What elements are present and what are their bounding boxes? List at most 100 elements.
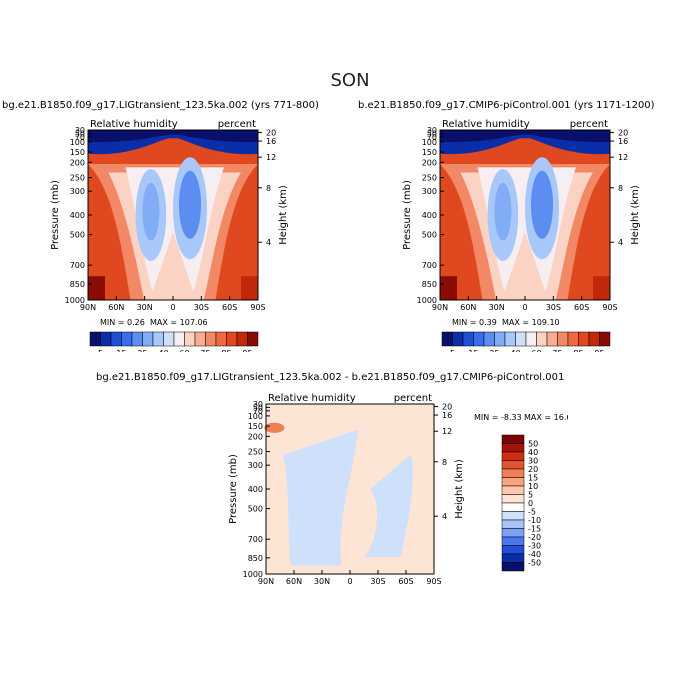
right-label: percent	[570, 119, 608, 130]
y-axis-label: Pressure (mb)	[228, 454, 239, 524]
left-label: Relative humidity	[90, 119, 178, 130]
colorbar-label: 0	[528, 499, 533, 508]
min-label: MIN = -8.33	[474, 413, 522, 422]
y-tick-label: 70	[75, 133, 85, 142]
colorbar-swatch	[215, 331, 227, 347]
x-tick-label: 60N	[108, 303, 124, 312]
field-moist-sh	[593, 276, 610, 300]
colorbar-swatch	[462, 331, 474, 347]
y-tick-label: 500	[70, 231, 85, 240]
y2-tick-label: 12	[266, 153, 276, 162]
min-label: MIN = 0.26	[100, 318, 145, 327]
y2-tick-label: 20	[442, 403, 452, 412]
colorbar-swatch	[546, 331, 558, 347]
colorbar-swatch	[226, 331, 238, 347]
y-tick-label: 400	[422, 211, 437, 220]
y-axis-label: Pressure (mb)	[402, 180, 413, 250]
y2-tick-label: 16	[618, 137, 628, 146]
colorbar-label: 75	[552, 349, 562, 352]
colorbar-label: -50	[528, 559, 541, 568]
colorbar-label: 15	[116, 349, 126, 352]
y-tick-label: 400	[70, 211, 85, 220]
colorbar-label: 85	[573, 349, 583, 352]
panel-2-title: b.e21.B1850.f09_g17.CMIP6-piControl.001 …	[358, 100, 655, 111]
right-label: percent	[218, 119, 256, 130]
colorbar-label: -30	[528, 542, 541, 551]
colorbar-swatch	[501, 502, 525, 512]
field-stratosphere-core	[88, 130, 258, 143]
colorbar-swatch	[483, 331, 495, 347]
field-moist-nh	[440, 276, 457, 300]
colorbar-swatch	[515, 331, 527, 347]
colorbar-swatch	[152, 331, 164, 347]
y-tick-label: 50	[75, 129, 85, 138]
y-tick-label: 100	[422, 138, 437, 147]
colorbar-swatch	[501, 562, 525, 572]
colorbar-swatch	[501, 545, 525, 555]
colorbar-swatch	[504, 331, 516, 347]
colorbar-label: 15	[528, 474, 538, 483]
plot-field	[88, 130, 258, 300]
x-tick-label: 30N	[489, 303, 505, 312]
y-tick-label: 700	[422, 261, 437, 270]
y2-tick-label: 4	[618, 238, 623, 247]
field-stratosphere-core	[440, 130, 610, 143]
y-tick-label: 300	[422, 187, 437, 196]
colorbar-swatch	[501, 485, 525, 495]
left-label: Relative humidity	[442, 119, 530, 130]
field-moist-sh	[241, 276, 258, 300]
field-pos-max	[264, 422, 285, 433]
colorbar-swatch	[501, 443, 525, 453]
colorbar-label: 40	[158, 349, 168, 352]
colorbar-swatch	[247, 331, 259, 347]
y-tick-label: 850	[70, 280, 85, 289]
y-tick-label: 1000	[65, 296, 85, 305]
panel-1-plot: Relative humidity percent1000850700500400…	[50, 119, 289, 352]
colorbar-label: -10	[528, 516, 541, 525]
colorbar-label: -20	[528, 533, 541, 542]
y2-tick-label: 20	[618, 129, 628, 138]
y-tick-label: 50	[253, 403, 263, 412]
y-tick-label: 70	[427, 133, 437, 142]
x-tick-label: 0	[347, 577, 352, 586]
colorbar-swatch	[557, 331, 569, 347]
colorbar-label: 60	[179, 349, 189, 352]
colorbar-swatch	[501, 434, 525, 444]
colorbar-swatch	[588, 331, 600, 347]
y2-tick-label: 8	[266, 184, 271, 193]
colorbar-swatch	[473, 331, 485, 347]
colorbar-label: -15	[528, 525, 541, 534]
x-tick-label: 90N	[258, 577, 274, 586]
colorbar-swatch	[236, 331, 248, 347]
colorbar-label: 15	[468, 349, 478, 352]
max-label: MAX = 16.62	[524, 413, 568, 422]
y2-axis-label: Height (km)	[454, 459, 465, 519]
x-tick-label: 60N	[286, 577, 302, 586]
y-tick-label: 30	[427, 126, 437, 135]
x-tick-label: 30S	[546, 303, 561, 312]
y-tick-label: 850	[248, 554, 263, 563]
colorbar-swatch	[142, 331, 154, 347]
y-tick-label: 700	[70, 261, 85, 270]
field-moist-nh	[88, 276, 105, 300]
colorbar-swatch	[131, 331, 143, 347]
field-dry-nh-core	[494, 182, 512, 241]
y-tick-label: 70	[253, 407, 263, 416]
y2-tick-label: 16	[266, 137, 276, 146]
colorbar-swatch	[501, 494, 525, 504]
colorbar-label: 20	[528, 465, 538, 474]
figure-title: SON	[330, 70, 370, 91]
colorbar-swatch	[452, 331, 464, 347]
colorbar-swatch	[110, 331, 122, 347]
colorbar-swatch	[194, 331, 206, 347]
colorbar-swatch	[578, 331, 590, 347]
colorbar-swatch	[525, 331, 537, 347]
y-tick-label: 150	[70, 148, 85, 157]
y2-tick-label: 4	[442, 512, 447, 521]
y-tick-label: 150	[248, 422, 263, 431]
colorbar-swatch	[89, 331, 101, 347]
colorbar-label: 95	[242, 349, 252, 352]
y-tick-label: 200	[70, 158, 85, 167]
y-tick-label: 30	[75, 126, 85, 135]
colorbar-swatch	[100, 331, 112, 347]
